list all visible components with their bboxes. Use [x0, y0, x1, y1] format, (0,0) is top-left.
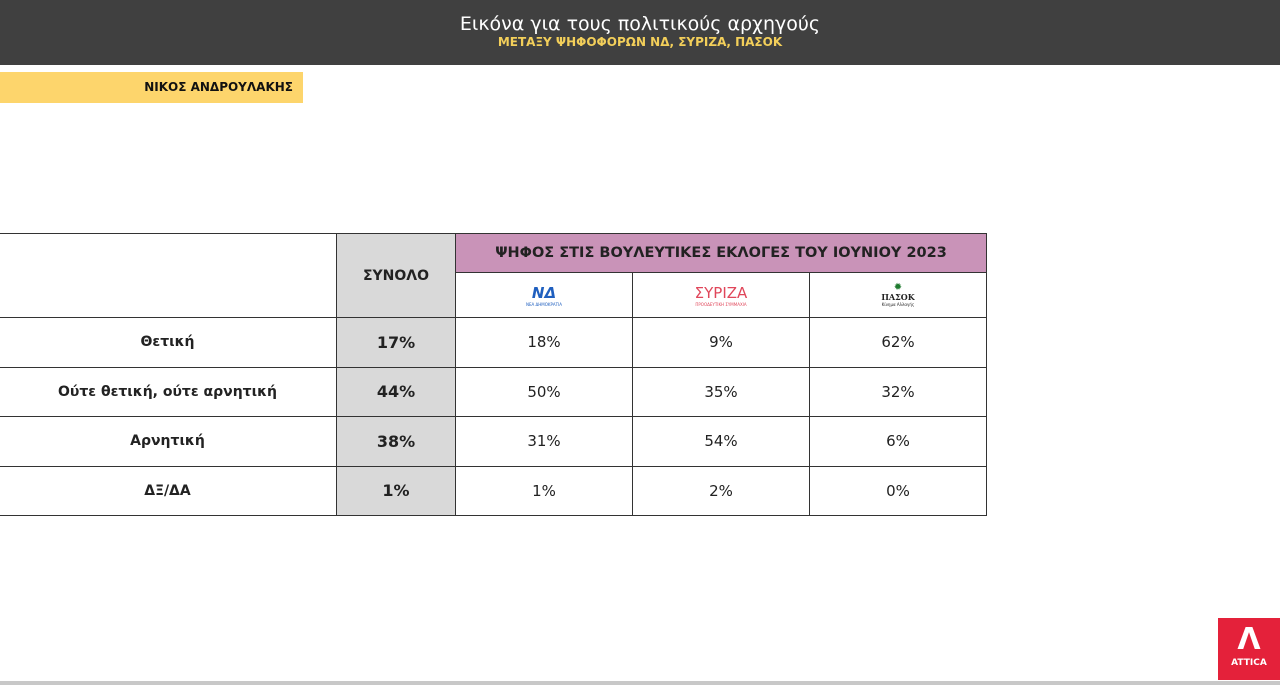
table-row: Ούτε θετική, ούτε αρνητική 44% 50% 35% 32%	[0, 366, 987, 417]
leader-name-label: ΝΙΚΟΣ ΑΝΔΡΟΥΛΑΚΗΣ	[0, 72, 303, 103]
blank-header-cell	[0, 233, 337, 318]
syriza-logo: ΣΥΡΙΖΑ ΠΡΟΟΔΕΥΤΙΚΗ ΣΥΜΜΑΧΙΑ	[632, 272, 810, 318]
table-row: Αρνητική 38% 31% 54% 6%	[0, 416, 987, 467]
total-header: ΣΥΝΟΛΟ	[336, 233, 456, 318]
table-row: Θετική 17% 18% 9% 62%	[0, 317, 987, 368]
attica-logo: Λ ATTICA	[1218, 618, 1280, 680]
results-table: ΣΥΝΟΛΟ ΨΗΦΟΣ ΣΤΙΣ ΒΟΥΛΕΥΤΙΚΕΣ ΕΚΛΟΓΕΣ ΤΟ…	[0, 233, 987, 516]
group-header: ΨΗΦΟΣ ΣΤΙΣ ΒΟΥΛΕΥΤΙΚΕΣ ΕΚΛΟΓΕΣ ΤΟΥ ΙΟΥΝΙ…	[455, 233, 987, 273]
sun-icon: ✹	[893, 281, 903, 293]
header-bar: Εικόνα για τους πολιτικούς αρχηγούς ΜΕΤΑ…	[0, 0, 1280, 65]
table-row: ΔΞ/ΔΑ 1% 1% 2% 0%	[0, 465, 987, 516]
page-title: Εικόνα για τους πολιτικούς αρχηγούς	[459, 13, 821, 35]
attica-a-icon: Λ	[1237, 622, 1261, 657]
page-subtitle: ΜΕΤΑΞΥ ΨΗΦΟΦΟΡΩΝ ΝΔ, ΣΥΡΙΖΑ, ΠΑΣΟΚ	[497, 35, 783, 49]
bottom-divider	[0, 681, 1280, 685]
pasok-logo: ✹ ΠΑΣΟΚ Κίνημα Αλλαγής	[809, 272, 987, 318]
nd-logo: ΝΔ ΝΕΑ ΔΗΜΟΚΡΑΤΙΑ	[455, 272, 633, 318]
